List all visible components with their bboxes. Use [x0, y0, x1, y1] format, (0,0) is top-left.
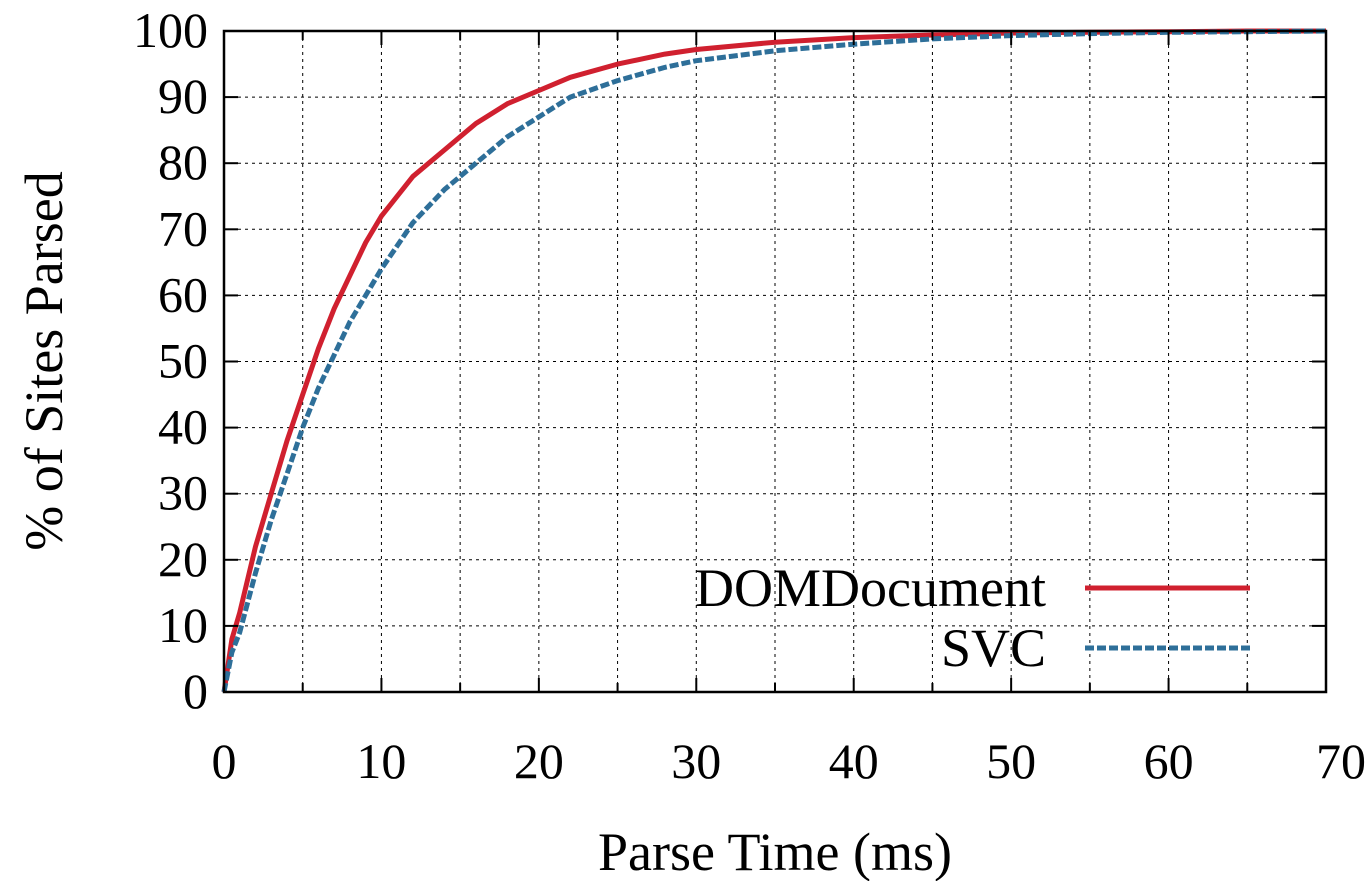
series-line-domdocument: [221, 28, 1326, 693]
y-tick-label: 30: [158, 465, 208, 521]
y-tick-label: 90: [158, 68, 208, 124]
y-tick-label: 20: [158, 531, 208, 587]
grid: [224, 31, 1326, 692]
legend-label-svc: SVC: [941, 618, 1046, 678]
y-axis-label: % of Sites Parsed: [14, 171, 74, 550]
y-tick-label: 50: [158, 333, 208, 389]
x-tick-label: 40: [829, 733, 879, 789]
tick-labels: 0 10 20 30 40 50 60 70 0 10 20 30 40 50 60 70 80 90 100: [133, 2, 1366, 789]
axis-ticks: [223, 30, 1327, 693]
y-tick-label: 70: [158, 200, 208, 256]
y-tick-label: 0: [183, 663, 208, 719]
x-tick-label: 30: [671, 733, 721, 789]
x-tick-label: 50: [986, 733, 1036, 789]
y-tick-label: 40: [158, 399, 208, 455]
x-tick-label: 0: [212, 733, 237, 789]
x-tick-label: 70: [1316, 733, 1366, 789]
series-layer: [221, 28, 1327, 693]
series-line-svc: [221, 28, 1327, 693]
y-tick-label: 80: [158, 134, 208, 190]
y-tick-label: 10: [158, 597, 208, 653]
y-tick-label: 60: [158, 266, 208, 322]
y-tick-label: 100: [133, 2, 208, 58]
x-tick-label: 10: [356, 733, 406, 789]
x-axis-label: Parse Time (ms): [598, 822, 952, 881]
legend-label-domdocument: DOMDocument: [695, 558, 1046, 618]
x-tick-label: 60: [1144, 733, 1194, 789]
x-tick-label: 20: [514, 733, 564, 789]
